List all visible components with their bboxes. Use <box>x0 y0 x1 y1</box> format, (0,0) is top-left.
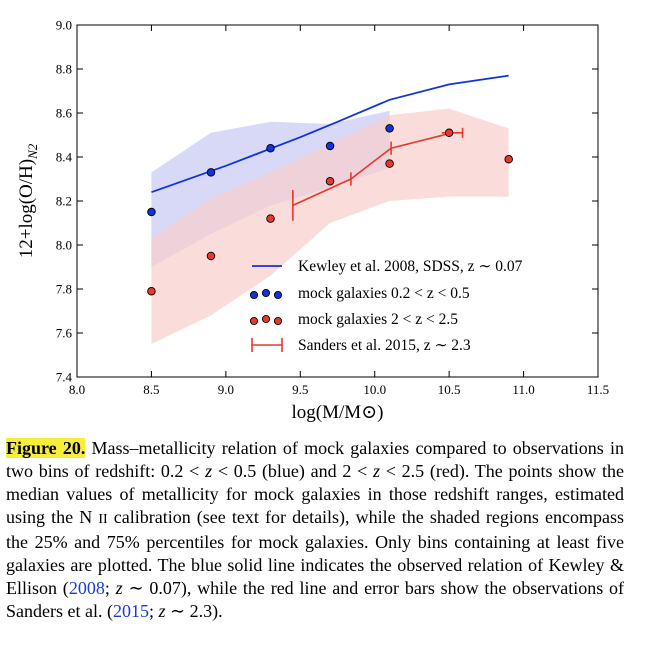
blue-mock-point <box>147 207 156 217</box>
axis-ticks: 8.0 8.5 9.0 9.5 10.0 10.5 11.0 11.5 7.4 7.6 7.8 8.0… <box>56 18 609 398</box>
figure-label: Figure 20. <box>6 438 86 458</box>
y-tick-label: 9.0 <box>56 18 72 33</box>
red-mock-point <box>444 128 454 138</box>
x-tick-label: 10.5 <box>438 382 461 397</box>
blue-mock-point <box>266 143 275 153</box>
caption-text-3: < 2.5 (red). The points show the median … <box>6 461 624 527</box>
y-tick-label: 7.8 <box>56 282 72 297</box>
red-percentile-band <box>151 108 509 344</box>
caption-text-6: ∼ 0.07), while the red line and error ba… <box>6 578 625 621</box>
legend-red-marker <box>261 314 271 324</box>
x-tick-label: 10.0 <box>363 382 386 397</box>
blue-mock-point <box>325 141 335 151</box>
y-tick-label: 7.6 <box>56 326 73 341</box>
y-tick-label: 8.6 <box>56 106 73 121</box>
legend-label: Sanders et al. 2015, z ∼ 2.3 <box>298 337 471 354</box>
legend-blue-marker <box>249 290 259 300</box>
y-tick-label: 8.2 <box>56 194 72 209</box>
blue-mock-point <box>206 168 216 177</box>
y-tick-label: 7.4 <box>56 370 73 385</box>
sanders-relation-line <box>292 132 453 207</box>
x-tick-label: 11.0 <box>512 382 534 397</box>
y-tick-label: 8.0 <box>56 238 72 253</box>
legend-label: mock galaxies 2 < z < 2.5 <box>298 311 458 328</box>
y-axis-label-main: 12+log(O/H) <box>16 159 37 258</box>
y-tick-label: 8.8 <box>56 62 72 77</box>
red-mock-point <box>206 251 216 261</box>
x-tick-label: 11.5 <box>587 382 609 397</box>
reference-link-kewley[interactable]: 2008 <box>68 578 105 598</box>
chart-legend: Kewley et al. 2008, SDSS, z ∼ 0.07 mock g… <box>249 258 523 354</box>
caption-text-2: < 0.5 (blue) and 2 < <box>212 461 374 481</box>
caption-smallcaps: II <box>98 512 108 527</box>
caption-text-1: Mass–metallicity relation of mock galaxi… <box>6 438 624 481</box>
legend-label: mock galaxies 0.2 < z < 0.5 <box>298 285 470 302</box>
caption-z-3: z <box>115 578 123 598</box>
mass-metallicity-chart: 8.0 8.5 9.0 9.5 10.0 10.5 11.0 11.5 7.4 7.6 7.8 8.0… <box>16 18 609 424</box>
y-axis-label: 12+log(O/H)N2 <box>16 143 40 258</box>
caption-z-2: z <box>373 461 381 481</box>
x-tick-label: 8.5 <box>143 382 159 397</box>
x-tick-label: 9.5 <box>292 382 308 397</box>
relation-lines <box>151 74 509 221</box>
red-mock-point <box>147 286 156 296</box>
legend-red-marker <box>273 316 283 326</box>
caption-text-5: ; <box>104 578 116 598</box>
x-tick-label: 9.0 <box>218 382 234 397</box>
x-tick-label: 8.0 <box>69 382 85 397</box>
red-mock-point <box>325 176 335 186</box>
data-points <box>147 124 513 296</box>
y-tick-label: 8.4 <box>56 150 73 165</box>
figure-caption: Figure 20. Mass–metallicity relation of … <box>6 437 624 623</box>
blue-mock-point <box>385 124 394 133</box>
caption-z-4: z <box>158 601 166 621</box>
red-mock-point <box>266 214 275 223</box>
red-mock-point <box>504 154 513 164</box>
y-axis-label-subscript: N2 <box>25 143 40 160</box>
caption-text-8: ∼ 2.3). <box>165 601 223 621</box>
caption-text-4: calibration (see text for details), whil… <box>6 507 624 598</box>
legend-label: Kewley et al. 2008, SDSS, z ∼ 0.07 <box>298 258 523 275</box>
red-mock-point <box>385 159 394 168</box>
legend-blue-marker <box>261 288 271 298</box>
legend-blue-marker <box>273 290 283 300</box>
x-axis-label: log(M/M⊙) <box>292 402 384 423</box>
caption-z-1: z <box>205 461 213 481</box>
caption-text-7: ; <box>148 601 159 621</box>
reference-link-sanders[interactable]: 2015 <box>112 601 149 621</box>
legend-red-marker <box>249 316 259 326</box>
kewley-relation-line <box>151 74 509 194</box>
